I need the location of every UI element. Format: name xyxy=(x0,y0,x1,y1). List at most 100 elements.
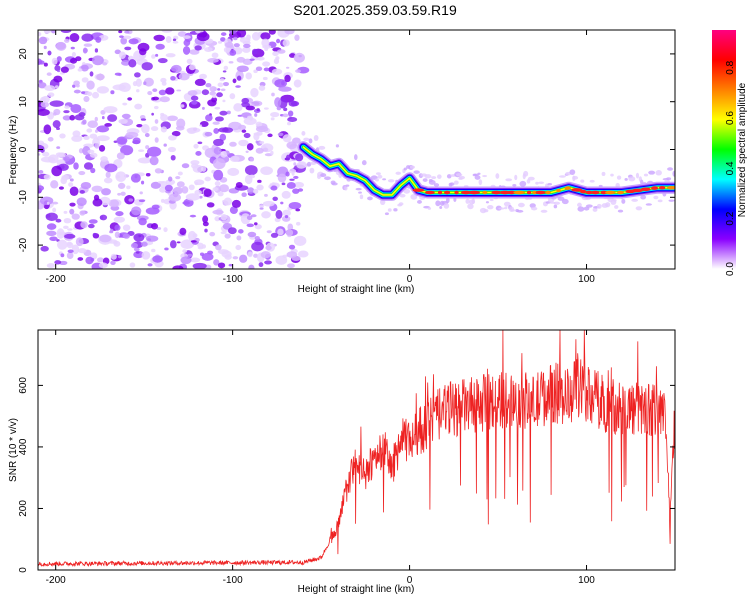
noise-blob xyxy=(67,228,73,231)
noise-blob xyxy=(285,171,290,177)
trace-halo xyxy=(375,178,380,182)
noise-blob xyxy=(82,119,87,125)
noise-blob xyxy=(270,232,279,238)
noise-blob xyxy=(66,252,74,259)
noise-blob xyxy=(91,55,104,66)
noise-blob xyxy=(194,189,202,195)
noise-blob xyxy=(190,160,200,165)
noise-blob xyxy=(257,179,262,183)
noise-blob xyxy=(54,85,59,89)
noise-blob xyxy=(250,214,257,218)
noise-blob xyxy=(287,263,295,269)
noise-blob xyxy=(163,227,168,233)
trace-peak xyxy=(604,190,616,195)
noise-blob xyxy=(215,244,222,251)
noise-blob xyxy=(189,214,197,218)
noise-blob xyxy=(75,237,84,247)
noise-blob xyxy=(47,50,52,56)
noise-blob xyxy=(245,150,249,153)
noise-blob xyxy=(194,78,206,87)
noise-blob xyxy=(139,48,147,56)
noise-blob xyxy=(124,46,132,51)
noise-blob xyxy=(217,262,226,269)
noise-blob xyxy=(104,163,118,173)
noise-blob xyxy=(92,198,103,207)
noise-blob xyxy=(69,33,80,43)
noise-blob xyxy=(290,100,300,107)
noise-blob xyxy=(38,153,41,156)
trace-halo xyxy=(485,201,489,204)
noise-blob xyxy=(94,48,99,53)
noise-blob xyxy=(102,62,108,66)
noise-blob xyxy=(296,161,307,169)
noise-blob xyxy=(157,181,164,184)
noise-blob xyxy=(52,201,59,205)
noise-blob xyxy=(99,214,108,221)
noise-blob xyxy=(238,139,249,147)
noise-blob xyxy=(60,66,69,73)
trace-halo xyxy=(361,160,367,166)
noise-blob xyxy=(229,155,240,163)
noise-blob xyxy=(260,32,271,40)
noise-blob xyxy=(276,49,286,54)
trace-halo xyxy=(577,202,582,208)
noise-blob xyxy=(43,45,47,50)
noise-blob xyxy=(104,123,113,127)
trace-halo xyxy=(453,180,459,185)
noise-blob xyxy=(100,156,108,162)
noise-blob xyxy=(59,133,66,139)
noise-blob xyxy=(43,174,51,180)
noise-blob xyxy=(116,136,128,145)
noise-blob xyxy=(114,224,121,231)
noise-blob xyxy=(69,202,76,207)
noise-blob xyxy=(188,184,195,191)
noise-blob xyxy=(47,136,54,142)
noise-blob xyxy=(139,115,146,120)
noise-blob xyxy=(187,90,198,96)
noise-blob xyxy=(130,242,138,249)
noise-blob xyxy=(222,99,226,103)
noise-blob xyxy=(131,206,142,216)
noise-blob xyxy=(173,186,184,195)
noise-blob xyxy=(135,78,142,87)
noise-blob xyxy=(177,31,187,37)
noise-blob xyxy=(228,263,233,267)
trace-halo xyxy=(355,187,362,191)
x-tick-label: -100 xyxy=(223,274,243,285)
noise-blob xyxy=(138,199,146,203)
noise-blob xyxy=(81,33,94,42)
noise-blob xyxy=(180,239,195,250)
noise-blob xyxy=(110,260,116,266)
noise-blob xyxy=(181,163,190,169)
noise-blob xyxy=(54,65,61,72)
noise-blob xyxy=(97,257,104,263)
noise-blob xyxy=(191,100,198,105)
snr-plot-area xyxy=(38,330,675,570)
noise-blob xyxy=(96,135,110,142)
noise-blob xyxy=(192,262,207,269)
trace-halo xyxy=(308,138,313,144)
trace-halo xyxy=(668,199,675,202)
noise-blob xyxy=(255,66,263,71)
noise-blob xyxy=(164,184,173,192)
noise-blob xyxy=(274,97,282,108)
trace-peak xyxy=(617,190,624,195)
noise-blob xyxy=(151,248,156,253)
noise-blob xyxy=(132,81,138,87)
noise-blob xyxy=(66,242,74,249)
noise-blob xyxy=(55,218,62,223)
trace-halo xyxy=(495,173,500,179)
trace-peak xyxy=(545,190,551,195)
trace-halo xyxy=(403,167,407,171)
noise-blob xyxy=(254,236,260,241)
noise-blob xyxy=(64,38,70,43)
noise-blob xyxy=(224,233,231,239)
trace-halo xyxy=(616,175,622,180)
trace-peak xyxy=(651,186,659,190)
noise-blob xyxy=(154,119,159,124)
trace-halo xyxy=(505,178,513,182)
noise-blob xyxy=(46,201,50,205)
noise-blob xyxy=(40,156,56,163)
noise-blob xyxy=(176,118,186,129)
noise-blob xyxy=(265,245,272,251)
